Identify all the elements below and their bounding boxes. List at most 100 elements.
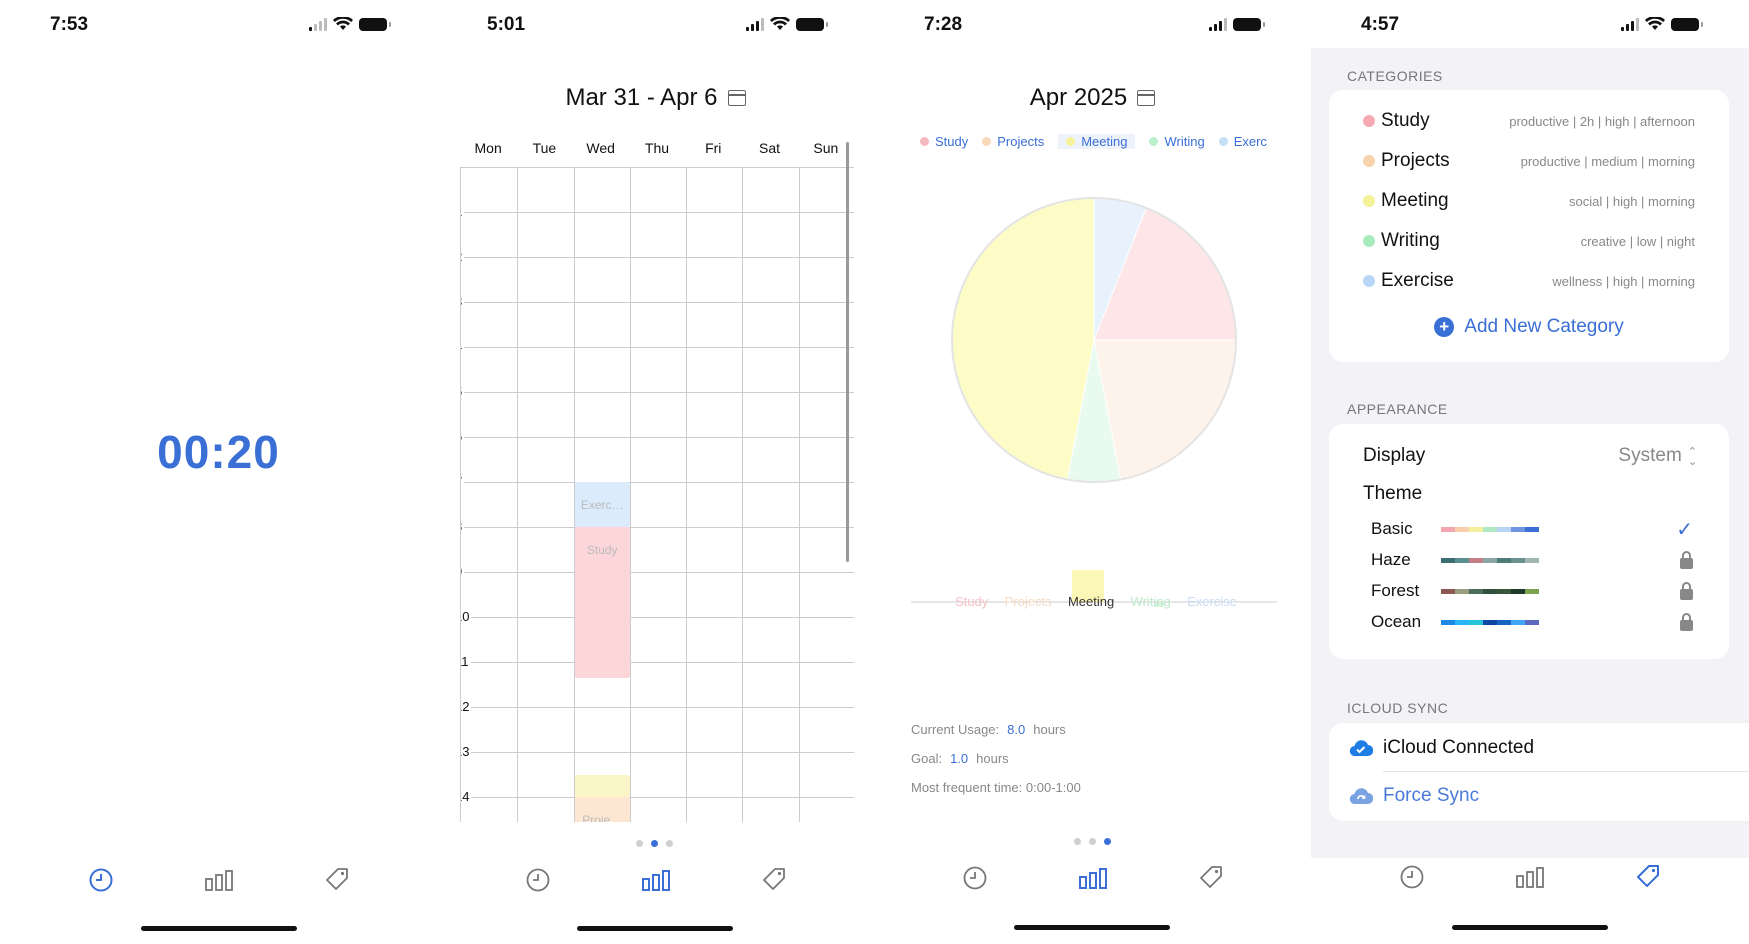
swatch-segment xyxy=(1483,588,1497,594)
tab-timer[interactable] xyxy=(519,861,557,899)
category-meta: productive | 2h | high | afternoon xyxy=(1509,113,1695,129)
cellular-icon xyxy=(746,17,764,31)
category-row[interactable]: Meeting social | high | morning xyxy=(1363,186,1695,216)
status-bar: 4:57 xyxy=(1311,0,1749,48)
theme-name: Ocean xyxy=(1371,612,1422,631)
calendar-event[interactable]: Proje… xyxy=(574,797,630,822)
category-name: Exercise xyxy=(1381,270,1454,291)
bar-labels: Study Projects Meeting Writing Exercise xyxy=(911,594,1281,609)
tab-timer[interactable] xyxy=(1393,858,1431,896)
tab-categories[interactable] xyxy=(318,861,356,899)
swatch-segment xyxy=(1525,557,1539,563)
tab-bar xyxy=(437,860,874,900)
wifi-icon xyxy=(1645,17,1665,30)
legend-item[interactable]: Study xyxy=(920,134,968,149)
swatch-segment xyxy=(1441,588,1455,594)
category-row[interactable]: Exercise wellness | high | morning xyxy=(1363,266,1695,296)
category-name: Projects xyxy=(1381,150,1450,171)
tab-timer[interactable] xyxy=(82,861,120,899)
category-row[interactable]: Writing creative | low | night xyxy=(1363,226,1695,256)
tab-timer[interactable] xyxy=(956,859,994,897)
most-frequent-stat: Most frequent time: 0:00-1:00 xyxy=(911,780,1081,795)
calendar-icon[interactable] xyxy=(1137,90,1156,106)
chevron-updown-icon: ⌃ ⌃ xyxy=(1687,446,1697,467)
hour-label: 1 xyxy=(461,204,465,219)
tag-icon xyxy=(1199,866,1222,888)
bar-label: Study xyxy=(955,594,989,609)
grid-column-line xyxy=(517,167,519,822)
scrollbar[interactable] xyxy=(846,142,849,562)
calendar-event[interactable] xyxy=(574,774,630,797)
icloud-section-header: ICLOUD SYNC xyxy=(1347,700,1449,716)
weekday-label: Tue xyxy=(532,140,557,156)
tab-stats[interactable] xyxy=(1074,859,1112,897)
goal-unit: hours xyxy=(976,751,1009,766)
legend-item[interactable]: Exerc xyxy=(1218,134,1267,149)
category-row[interactable]: Projects productive | medium | morning xyxy=(1363,146,1695,176)
page-dot[interactable] xyxy=(666,840,673,847)
legend-item[interactable]: Meeting xyxy=(1058,134,1136,149)
calendar-icon[interactable] xyxy=(727,90,746,106)
add-category-button[interactable]: + Add New Category xyxy=(1329,316,1729,338)
page-indicator[interactable] xyxy=(636,840,673,847)
pie-chart[interactable] xyxy=(944,190,1244,490)
page-dot-active[interactable] xyxy=(651,840,658,847)
legend-item[interactable]: Writing xyxy=(1149,134,1205,149)
theme-row-ocean[interactable]: Ocean xyxy=(1371,610,1693,634)
goal-value: 1.0 xyxy=(950,751,969,766)
home-indicator xyxy=(1014,925,1170,930)
week-title-row[interactable]: Mar 31 - Apr 6 xyxy=(437,84,874,112)
theme-name: Forest xyxy=(1371,581,1420,600)
legend-dot xyxy=(982,137,992,146)
display-value: System xyxy=(1618,445,1682,466)
tab-stats[interactable] xyxy=(200,861,238,899)
chart-legend[interactable]: Study Projects Meeting Writing Exerc xyxy=(920,134,1280,149)
month-title-row[interactable]: Apr 2025 xyxy=(874,84,1311,112)
page-indicator[interactable] xyxy=(1074,838,1111,845)
theme-row-basic[interactable]: Basic ✓ xyxy=(1371,517,1693,541)
home-indicator xyxy=(577,926,733,931)
page-dot-active[interactable] xyxy=(1104,838,1111,845)
page-dot[interactable] xyxy=(1074,838,1081,845)
category-meta: social | high | morning xyxy=(1569,193,1695,209)
cloud-check-icon xyxy=(1349,740,1373,757)
theme-row-haze[interactable]: Haze xyxy=(1371,548,1693,572)
category-color-dot xyxy=(1363,275,1375,287)
grid-column-line xyxy=(686,167,688,822)
home-indicator xyxy=(140,926,297,931)
page-dot[interactable] xyxy=(636,840,643,847)
tab-bar xyxy=(1311,858,1749,944)
swatch-segment xyxy=(1483,526,1497,532)
status-icons xyxy=(309,17,391,31)
grid-row-line xyxy=(461,167,854,168)
categories-section-header: CATEGORIES xyxy=(1347,68,1443,84)
swatch-segment xyxy=(1469,526,1483,532)
appearance-card: Display System ⌃ ⌃ Theme Basic ✓ Haze Forest… xyxy=(1329,424,1729,659)
icloud-card: iCloud Connected Force Sync xyxy=(1329,723,1749,821)
hour-label: 5 xyxy=(461,384,465,399)
calendar-event[interactable]: Exerc… xyxy=(574,482,630,527)
tab-categories[interactable] xyxy=(1629,858,1667,896)
tab-categories[interactable] xyxy=(1192,859,1230,897)
category-row[interactable]: Study productive | 2h | high | afternoon xyxy=(1363,106,1695,136)
category-meta: wellness | high | morning xyxy=(1552,273,1695,289)
pie-slice-meeting[interactable] xyxy=(951,197,1095,481)
swatch-segment xyxy=(1469,619,1483,625)
tab-stats[interactable] xyxy=(1511,858,1549,896)
tab-categories[interactable] xyxy=(755,861,793,899)
display-selector[interactable]: System ⌃ ⌃ xyxy=(1618,445,1697,467)
category-meta: creative | low | night xyxy=(1580,233,1695,249)
tab-stats[interactable] xyxy=(637,861,675,899)
checkmark-icon: ✓ xyxy=(1676,518,1693,541)
week-grid[interactable]: 1234567891011121314Exerc…StudyProje… xyxy=(460,167,854,822)
calendar-event[interactable]: Study xyxy=(574,527,630,678)
weekday-label: Fri xyxy=(705,140,722,156)
page-dot[interactable] xyxy=(1089,838,1096,845)
legend-item[interactable]: Projects xyxy=(982,134,1044,149)
grid-column-line xyxy=(798,167,800,822)
timer-display[interactable]: 00:20 xyxy=(157,426,280,478)
force-sync-button[interactable]: Force Sync xyxy=(1349,785,1479,807)
swatch-segment xyxy=(1441,526,1455,532)
theme-row-forest[interactable]: Forest xyxy=(1371,579,1693,603)
legend-dot xyxy=(1149,137,1159,146)
